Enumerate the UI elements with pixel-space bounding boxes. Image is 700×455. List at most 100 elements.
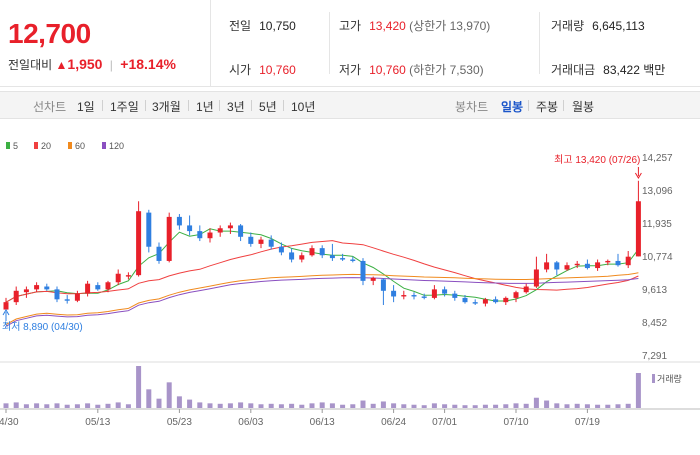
- candle-body: [380, 279, 386, 291]
- x-tick-label: 07/01: [432, 417, 457, 428]
- candle-body: [187, 225, 193, 232]
- moving-average-line: [5, 272, 639, 326]
- volume-bar: [115, 402, 121, 408]
- candle-body: [442, 289, 448, 294]
- volume-bar: [401, 404, 407, 408]
- candle-body: [85, 283, 91, 294]
- volume-bar: [13, 402, 19, 408]
- volume-bar: [370, 403, 376, 408]
- volume-bar: [54, 403, 60, 408]
- volume-bar: [380, 401, 386, 408]
- stats-divider: [539, 12, 540, 74]
- candle-body: [360, 260, 366, 281]
- moving-average-line: [5, 277, 639, 327]
- open-label: 시가: [229, 63, 252, 77]
- low-price: 저가 10,760 (하한가 7,530): [339, 61, 484, 78]
- toolbar-divider: [528, 100, 529, 111]
- volume-bar: [360, 400, 366, 408]
- candle-body: [3, 302, 9, 310]
- volume-bar: [452, 404, 458, 408]
- y-tick-label: 11,935: [642, 219, 672, 230]
- period-1y[interactable]: 1년: [196, 100, 214, 114]
- candle-body: [136, 211, 142, 276]
- candle-body: [238, 225, 244, 237]
- prev-close: 전일 10,750: [229, 17, 296, 34]
- legend-swatch: [6, 142, 10, 149]
- up-arrow-icon: ▲: [55, 58, 68, 72]
- volume-bar: [605, 404, 611, 408]
- candle-body: [268, 239, 274, 247]
- quote-header: 12,700 전일대비 ▲1,950 | +18.14% 전일 10,750 고가…: [0, 0, 700, 87]
- candle-body: [370, 278, 376, 281]
- period-5y[interactable]: 5년: [259, 100, 277, 114]
- candle-body: [289, 252, 295, 260]
- volume-label: 거래량: [551, 19, 585, 33]
- volume-bar: [391, 403, 397, 408]
- period-10y[interactable]: 10년: [291, 100, 316, 114]
- legend-swatch: [34, 142, 38, 149]
- period-1w[interactable]: 1주일: [110, 100, 139, 114]
- candle-weekly[interactable]: 주봉: [536, 100, 559, 114]
- min-price-annotation: 최저 8,890 (04/30): [2, 321, 83, 333]
- candle-body: [23, 289, 29, 293]
- chart-toolbar: 선차트 1일 1주일 3개월 1년 3년 5년 10년 봉차트 일봉 주봉 월봉: [0, 91, 700, 119]
- trade-amount-label: 거래대금: [551, 63, 596, 77]
- volume-bar: [533, 397, 539, 408]
- toolbar-divider: [102, 100, 103, 111]
- volume-legend-label: 거래량: [657, 373, 682, 384]
- volume-bar: [472, 405, 478, 408]
- period-3m[interactable]: 3개월: [152, 100, 181, 114]
- volume-bar: [176, 396, 182, 408]
- volume-bar: [125, 404, 131, 408]
- x-tick-label: 04/30: [0, 417, 19, 428]
- volume-bar: [289, 403, 295, 408]
- divider: |: [109, 58, 113, 72]
- max-price-annotation: 최고 13,420 (07/26): [554, 154, 640, 166]
- candlestick-chart: 14,257 13,096 11,935 10,774 9,613 8,452 7,291 0…: [0, 141, 700, 428]
- volume-bar: [85, 403, 91, 408]
- volume-bar: [554, 403, 560, 408]
- change-percent: +18.14%: [120, 56, 176, 72]
- candle-body: [329, 255, 335, 259]
- candle-body: [625, 256, 631, 266]
- candle-body: [309, 248, 315, 256]
- candle-monthly[interactable]: 월봉: [572, 100, 595, 114]
- y-tick-label: 9,613: [642, 285, 667, 296]
- volume-bar: [197, 402, 203, 408]
- candle-body: [452, 293, 458, 298]
- candle-body: [544, 262, 550, 270]
- volume-bar: [278, 404, 284, 408]
- volume-bar: [564, 404, 570, 408]
- x-tick-label: 07/19: [575, 417, 600, 428]
- trade-amount-value: 83,422: [603, 63, 640, 77]
- candle-body: [391, 290, 397, 297]
- candle-body: [95, 285, 101, 290]
- prev-close-label: 전일: [229, 19, 252, 33]
- candle-body: [605, 260, 611, 263]
- price-change: 전일대비 ▲1,950 | +18.14%: [8, 56, 176, 73]
- low-value: 10,760: [369, 63, 406, 77]
- volume-bar: [156, 398, 162, 408]
- volume: 거래량 6,645,113: [551, 17, 645, 34]
- lower-limit: (하한가 7,530): [409, 63, 484, 77]
- volume-bar: [442, 404, 448, 408]
- line-chart-title: 선차트: [33, 100, 67, 114]
- candle-body: [166, 216, 172, 261]
- volume-bar: [431, 403, 437, 408]
- candle-body: [125, 275, 131, 277]
- period-1d[interactable]: 1일: [77, 100, 95, 114]
- legend-label: 120: [109, 141, 124, 151]
- toolbar-divider: [219, 100, 220, 111]
- candle-body: [258, 239, 264, 244]
- x-tick-label: 05/23: [167, 417, 192, 428]
- trade-amount: 거래대금 83,422 백만: [551, 61, 665, 78]
- period-3y[interactable]: 3년: [227, 100, 245, 114]
- candle-body: [340, 258, 346, 260]
- candle-daily[interactable]: 일봉: [501, 100, 524, 114]
- candle-body: [146, 212, 152, 247]
- y-tick-label: 10,774: [642, 252, 673, 263]
- candle-body: [431, 289, 437, 298]
- candle-body: [595, 262, 601, 269]
- volume-bar: [136, 366, 142, 408]
